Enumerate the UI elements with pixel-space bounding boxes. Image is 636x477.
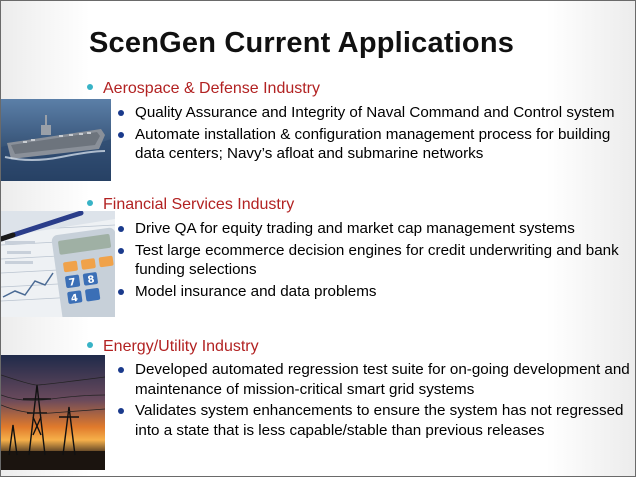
list-item: Drive QA for equity trading and market c… — [117, 219, 635, 239]
section-bullet-icon — [87, 342, 93, 348]
aircraft-carrier-image — [1, 99, 111, 181]
section-heading-financial: Financial Services Industry — [87, 196, 294, 214]
list-item: Validates system enhancements to ensure … — [117, 401, 635, 440]
bullet-icon — [118, 247, 124, 254]
bullet-icon — [118, 131, 124, 138]
section-bullet-icon — [87, 84, 93, 90]
svg-text:4: 4 — [70, 293, 78, 305]
bullet-icon — [118, 226, 124, 232]
bullet-icon — [118, 408, 124, 414]
bullet-icon — [118, 110, 124, 116]
list-item: Test large ecommerce decision engines fo… — [117, 241, 635, 280]
section-heading-aerospace: Aerospace & Defense Industry — [87, 80, 320, 98]
slide-title: ScenGen Current Applications — [89, 27, 515, 59]
svg-text:8: 8 — [87, 274, 95, 286]
bullet-icon — [118, 288, 124, 295]
section-heading-energy: Energy/Utility Industry — [87, 338, 259, 356]
energy-bullet-list: Developed automated regression test suit… — [117, 360, 635, 442]
power-lines-image — [1, 355, 105, 470]
aerospace-bullet-list: Quality Assurance and Integrity of Naval… — [117, 103, 635, 166]
list-item: Developed automated regression test suit… — [117, 360, 635, 399]
calculator-chart-image: 7 8 4 — [1, 211, 115, 317]
list-item: Automate installation & configuration ma… — [117, 125, 635, 164]
list-item: Quality Assurance and Integrity of Naval… — [117, 103, 635, 123]
svg-text:7: 7 — [68, 277, 76, 289]
financial-bullet-list: Drive QA for equity trading and market c… — [117, 219, 635, 303]
section-bullet-icon — [87, 200, 93, 206]
list-item: Model insurance and data problems — [117, 282, 635, 302]
bullet-icon — [118, 367, 124, 373]
